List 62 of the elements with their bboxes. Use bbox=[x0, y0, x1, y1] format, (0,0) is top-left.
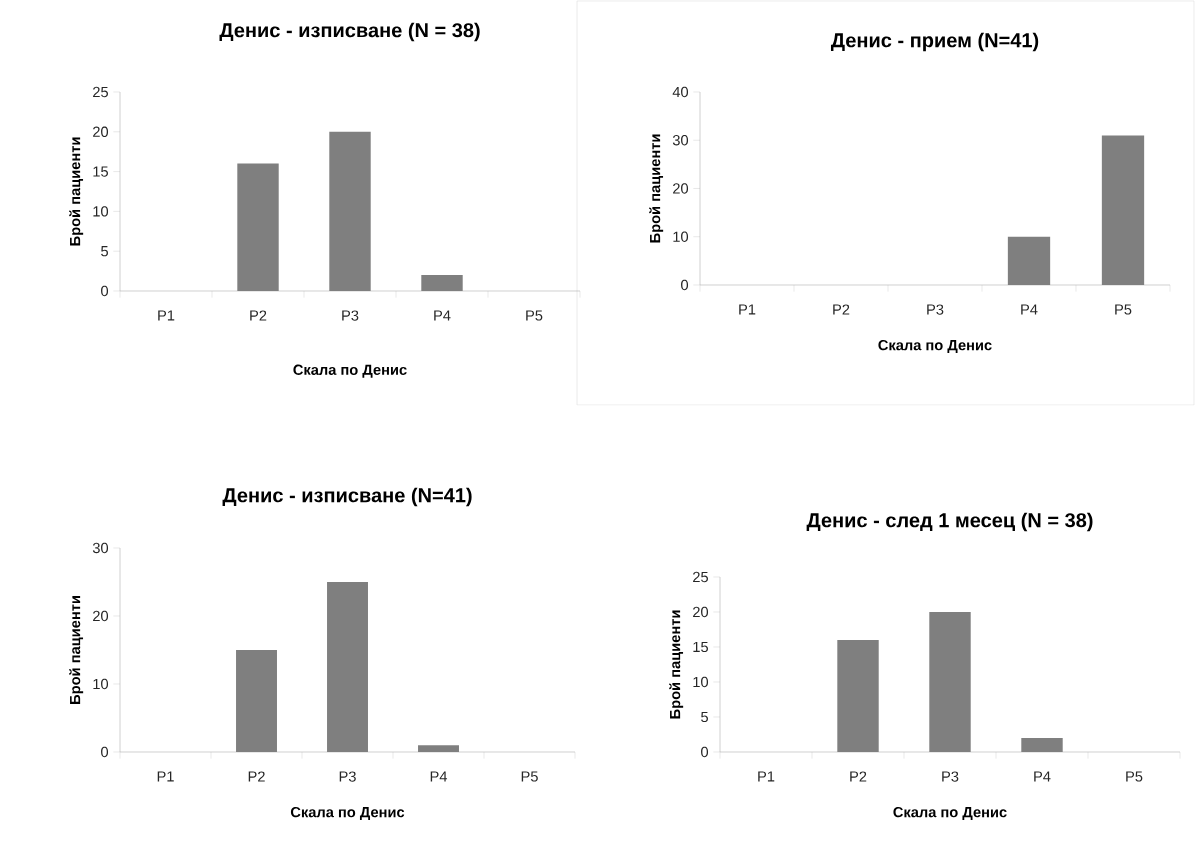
x-tick-label: P5 bbox=[1115, 304, 1132, 315]
x-tick-label: P5 bbox=[526, 310, 543, 321]
bar bbox=[421, 275, 463, 291]
y-axis-title: Брой пациенти bbox=[649, 134, 664, 243]
y-tick-label: 10 bbox=[673, 231, 689, 242]
x-tick-label: P3 bbox=[339, 771, 356, 782]
y-tick-label: 0 bbox=[101, 285, 109, 297]
y-tick-label: 30 bbox=[92, 542, 109, 554]
chart-title: Денис - изписване (N = 38) bbox=[219, 22, 480, 42]
chart-title: Денис - след 1 месец (N = 38) bbox=[806, 512, 1093, 532]
x-tick-label: P2 bbox=[250, 310, 267, 321]
chart-title: Денис - изписване (N=41) bbox=[222, 487, 472, 507]
y-tick-label: 10 bbox=[93, 206, 109, 217]
x-tick-label: P4 bbox=[434, 310, 451, 321]
bar bbox=[418, 745, 459, 752]
y-tick-label: 20 bbox=[693, 606, 709, 618]
x-axis-title: Скала по Денис bbox=[290, 806, 405, 821]
y-tick-label: 20 bbox=[673, 183, 689, 194]
bar bbox=[929, 611, 971, 752]
y-tick-label: 40 bbox=[672, 86, 689, 98]
y-axis-title: Брой пациенти bbox=[69, 596, 84, 704]
x-tick-label: P4 bbox=[1021, 304, 1038, 315]
x-axis-title: Скала по Денис bbox=[293, 364, 407, 378]
y-tick-label: 5 bbox=[701, 711, 708, 723]
y-tick-label: 20 bbox=[93, 126, 109, 137]
bar bbox=[329, 131, 371, 291]
y-tick-label: 15 bbox=[93, 166, 108, 177]
x-tick-label: P3 bbox=[342, 310, 359, 321]
y-tick-label: 25 bbox=[693, 571, 708, 583]
y-tick-label: 15 bbox=[693, 641, 708, 653]
x-axis-title: Скала по Денис bbox=[893, 806, 1007, 821]
x-tick-label: P4 bbox=[430, 771, 448, 782]
x-tick-label: P4 bbox=[1034, 771, 1051, 782]
chart-title: Денис - прием (N=41) bbox=[830, 32, 1039, 52]
x-tick-label: P1 bbox=[158, 310, 175, 321]
x-tick-label: P2 bbox=[833, 304, 850, 315]
x-tick-label: P3 bbox=[942, 771, 959, 782]
bar bbox=[237, 163, 279, 291]
x-tick-label: P1 bbox=[739, 304, 756, 315]
x-tick-label: P1 bbox=[758, 771, 775, 782]
y-tick-label: 10 bbox=[93, 678, 109, 690]
bar bbox=[236, 649, 277, 752]
x-tick-label: P5 bbox=[521, 771, 538, 782]
y-tick-label: 25 bbox=[93, 86, 108, 98]
y-axis-title: Брой пациенти bbox=[69, 137, 84, 246]
x-axis-title: Скала по Денис bbox=[878, 339, 992, 354]
bar bbox=[837, 639, 879, 752]
y-tick-label: 0 bbox=[701, 746, 709, 758]
y-tick-label: 0 bbox=[681, 279, 689, 291]
y-tick-label: 5 bbox=[101, 246, 108, 257]
y-tick-label: 20 bbox=[93, 610, 109, 622]
y-axis-title: Брой пациенти bbox=[669, 610, 684, 719]
bar bbox=[1021, 737, 1063, 752]
y-tick-label: 0 bbox=[101, 746, 109, 758]
y-tick-label: 10 bbox=[693, 676, 709, 688]
bar bbox=[327, 581, 368, 752]
x-tick-label: P2 bbox=[248, 771, 265, 782]
x-tick-label: P2 bbox=[850, 771, 867, 782]
y-tick-label: 30 bbox=[672, 135, 689, 146]
x-tick-label: P1 bbox=[157, 771, 174, 782]
x-tick-label: P5 bbox=[1126, 771, 1143, 782]
x-tick-label: P3 bbox=[927, 304, 944, 315]
